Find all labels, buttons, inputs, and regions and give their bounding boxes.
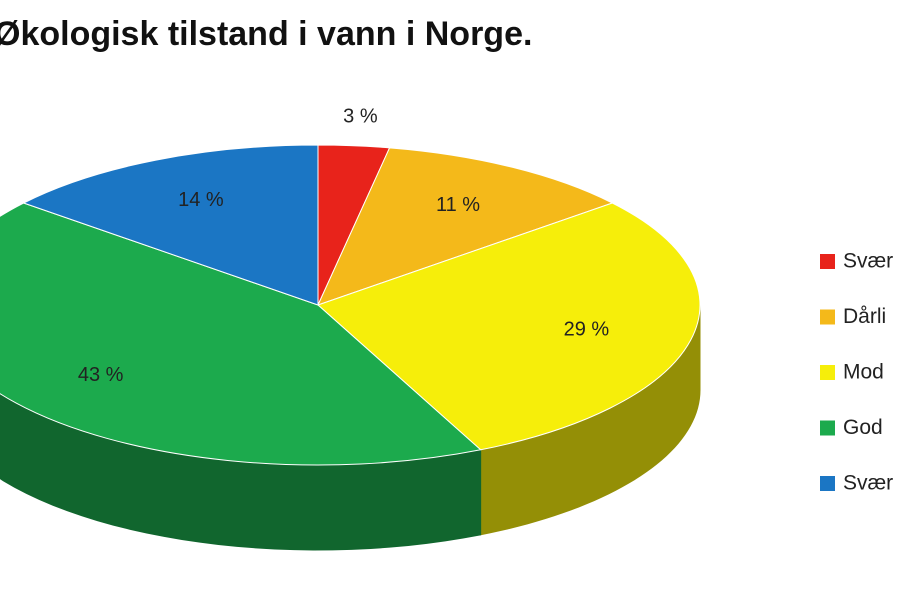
legend-label: God xyxy=(843,416,883,439)
legend-swatch xyxy=(820,365,835,380)
legend-swatch xyxy=(820,309,835,325)
data-label: 3 % xyxy=(343,105,378,127)
legend-swatch xyxy=(820,476,835,491)
data-label: 29 % xyxy=(564,318,610,340)
pie-slice xyxy=(317,202,701,451)
pie-slice xyxy=(317,147,614,306)
data-label: 11 % xyxy=(436,194,480,216)
legend-label: Mod xyxy=(843,361,884,384)
data-label: 43 % xyxy=(78,364,124,386)
legend-label: Svær xyxy=(843,472,893,495)
pie-slice xyxy=(22,144,319,306)
legend-swatch xyxy=(820,254,835,269)
legend-label: Dårli xyxy=(843,305,886,328)
pie-slice xyxy=(0,202,482,466)
legend-label: Svær xyxy=(843,250,893,273)
legend-swatch xyxy=(820,420,835,436)
chart-title: Økologisk tilstand i vann i Norge. xyxy=(0,15,532,53)
data-label: 14 % xyxy=(178,189,224,211)
